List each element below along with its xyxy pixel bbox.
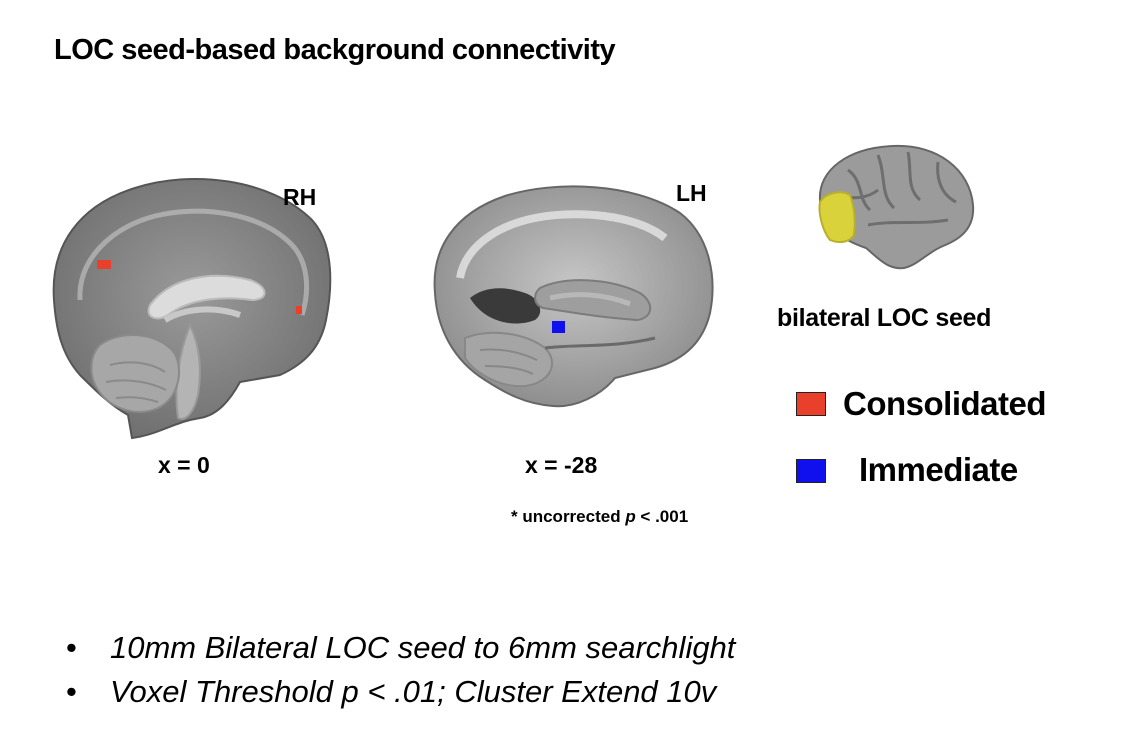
bullet-item: • 10mm Bilateral LOC seed to 6mm searchli… — [66, 626, 735, 670]
hemisphere-label-rh: RH — [283, 184, 317, 210]
brain-lateral-sagittal — [425, 168, 725, 418]
seed-label: bilateral LOC seed — [777, 304, 992, 332]
bullet-dot-icon: • — [66, 674, 77, 709]
slide-title: LOC seed-based background connectivity — [54, 34, 616, 66]
bullet-list: • 10mm Bilateral LOC seed to 6mm searchli… — [66, 626, 735, 714]
brain-seed-surface — [808, 140, 978, 275]
legend-swatch-immediate — [796, 459, 826, 483]
legend-label-immediate: Immediate — [859, 451, 1018, 488]
bullet-dot-icon: • — [66, 630, 77, 665]
legend-swatch-consolidated — [796, 392, 826, 416]
bullet-item: • Voxel Threshold p < .01; Cluster Extend… — [66, 670, 735, 714]
coordinate-label-x0: x = 0 — [158, 452, 210, 478]
legend: Consolidated Immediate — [796, 385, 1056, 498]
immediate-cluster — [552, 321, 565, 333]
significance-note: * uncorrected p < .001 — [511, 507, 689, 526]
coordinate-label-x-28: x = -28 — [525, 452, 598, 478]
loc-seed-region — [818, 191, 856, 244]
consolidated-cluster-posterior — [97, 260, 111, 269]
brain-medial-sagittal — [40, 150, 340, 445]
consolidated-cluster-frontal — [296, 306, 302, 314]
hemisphere-label-lh: LH — [676, 180, 707, 206]
legend-label-consolidated: Consolidated — [843, 385, 1047, 422]
